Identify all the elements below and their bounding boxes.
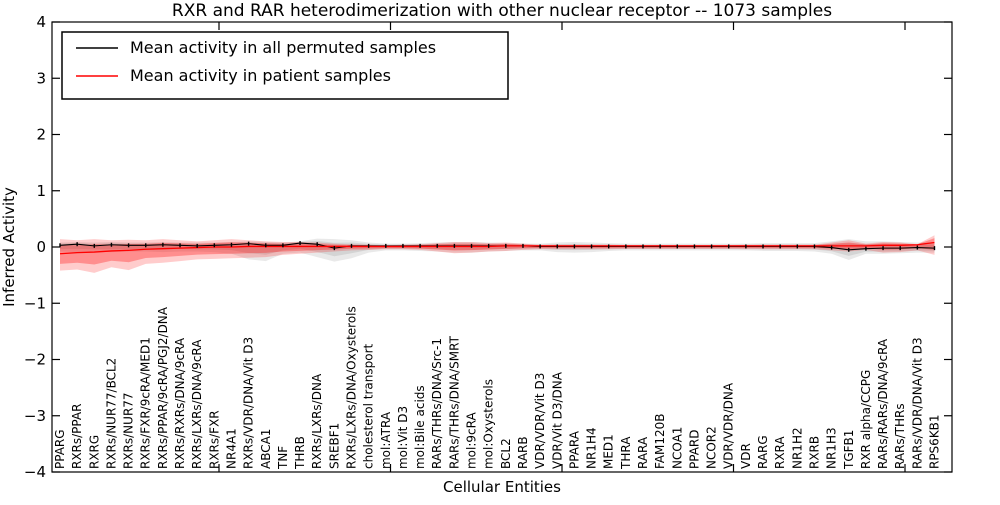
x-category-label: mol:ATRA <box>379 411 393 469</box>
y-tick-labels: 4 3 2 1 0 −1 −2 −3 −4 <box>24 13 46 481</box>
x-category-label: SREBF1 <box>327 423 341 469</box>
x-category-label: mol:Oxysterols <box>482 379 496 469</box>
x-category-label: RXRs/LXRs/DNA <box>310 373 324 469</box>
x-category-label: THRA <box>619 436 633 470</box>
x-category-label: THRB <box>293 436 307 470</box>
y-axis-label: Inferred Activity <box>0 187 18 307</box>
y-tick-label: 1 <box>36 182 46 200</box>
patient-mean-line <box>59 241 935 255</box>
x-category-label: mol:Vit D3 <box>396 406 410 469</box>
y-tick-label: 2 <box>36 126 46 144</box>
x-category-label: RXRs/RXRs/DNA/9cRA <box>173 337 187 469</box>
x-category-label: RXRA <box>773 436 787 469</box>
x-axis-label: Cellular Entities <box>443 478 561 496</box>
x-category-label: BCL2 <box>499 438 513 469</box>
x-category-label: RXRs/PPAR <box>70 404 84 469</box>
plot-frame <box>51 21 953 473</box>
y-tick-label: 0 <box>36 238 46 256</box>
mean-lines <box>59 241 936 255</box>
chart-title: RXR and RAR heterodimerization with othe… <box>172 1 832 21</box>
x-category-label: RARs/VDR/DNA/Vit D3 <box>910 337 924 469</box>
x-category-label: TGFB1 <box>842 430 856 470</box>
x-category-label: cholesterol transport <box>362 343 376 469</box>
x-category-label: RARB <box>516 436 530 469</box>
x-category-label: RXRs/NUR77/BCL2 <box>104 358 118 469</box>
x-category-label: VDR <box>739 443 753 469</box>
x-category-label: FAM120B <box>653 414 667 470</box>
legend-label-permuted: Mean activity in all permuted samples <box>130 38 436 57</box>
x-category-label: mol:Bile acids <box>413 385 427 469</box>
x-category-label: RARG <box>756 435 770 469</box>
x-category-label: RPS6KB1 <box>927 414 941 469</box>
x-category-label: RARA <box>636 436 650 469</box>
y-tick-label: 3 <box>36 69 46 87</box>
x-category-label: RXRs/LXRs/DNA/9cRA <box>190 339 204 469</box>
x-category-label: NR1H3 <box>825 427 839 469</box>
x-category-label: RXRs/LXRs/DNA/Oxysterols <box>344 306 358 469</box>
x-category-label: NR1H2 <box>790 427 804 469</box>
x-category-label: mol:9cRA <box>465 412 479 469</box>
permuted-band <box>60 238 935 262</box>
x-category-label: PPARA <box>567 430 581 469</box>
x-category-label: NCOR2 <box>705 426 719 469</box>
x-category-label: NR1H4 <box>585 427 599 469</box>
x-category-label: RARs/THRs/DNA/Src-1 <box>430 338 444 469</box>
x-category-label: RARs/THRs <box>893 403 907 469</box>
x-category-label: RXRs/PPAR/9cRA/PGJ2/DNA <box>156 306 170 469</box>
x-category-label: RXRs/VDR/DNA/Vit D3 <box>242 337 256 469</box>
y-tick-label: −1 <box>24 294 46 312</box>
x-category-labels: PPARG RXRs/PPAR RXRG RXRs/NUR77/BCL2 RXRs/NU… <box>53 306 941 470</box>
x-category-label: RXRB <box>807 436 821 469</box>
legend-box <box>61 31 509 100</box>
x-category-label: TNF <box>276 446 290 470</box>
x-category-label: RXR alpha/CCPG <box>859 370 873 469</box>
x-category-label: VDR/VDR/Vit D3 <box>533 373 547 469</box>
x-category-label: RARs/THRs/DNA/SMRT <box>447 335 461 469</box>
y-tick-label: −4 <box>24 463 46 481</box>
x-category-label: VDR/VDR/DNA <box>722 382 736 469</box>
x-category-label: NR4A1 <box>224 428 238 469</box>
x-category-label: PPARG <box>53 429 67 469</box>
x-category-label: ABCA1 <box>259 429 273 469</box>
x-category-label: RXRs/NUR77 <box>122 392 136 469</box>
x-category-label: RXRG <box>87 435 101 469</box>
y-tick-label: −3 <box>24 407 46 425</box>
patient-band <box>60 235 935 273</box>
patient-band <box>60 238 935 265</box>
x-category-label: VDR/Vit D3/DNA <box>550 371 564 469</box>
x-category-label: RARs/RARs/DNA/9cRA <box>876 338 890 469</box>
x-category-label: PPARD <box>687 430 701 470</box>
y-tick-label: −2 <box>24 351 46 369</box>
x-category-label: MED1 <box>602 434 616 469</box>
legend-label-patient: Mean activity in patient samples <box>130 66 391 85</box>
permuted-band <box>60 240 935 257</box>
y-tick-label: 4 <box>36 13 46 31</box>
confidence-bands <box>60 235 935 273</box>
x-category-label: RXRs/FXR/9cRA/MED1 <box>139 337 153 469</box>
x-category-label: NCOA1 <box>670 427 684 469</box>
x-category-label: RXRs/FXR <box>207 410 221 469</box>
legend: Mean activity in all permuted samples Me… <box>61 31 509 100</box>
